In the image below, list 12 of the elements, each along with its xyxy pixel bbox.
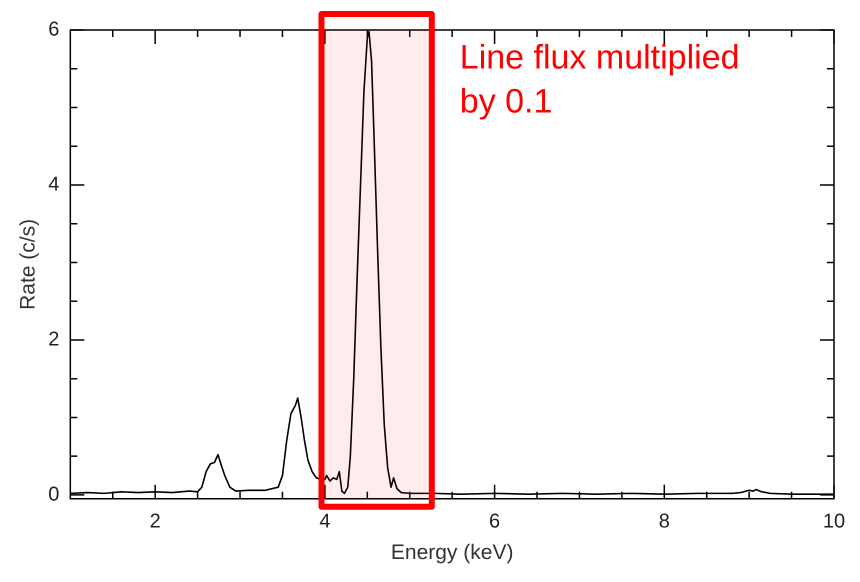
x-tick-label: 4 bbox=[319, 510, 330, 532]
y-tick-label: 2 bbox=[48, 328, 60, 350]
x-axis-title: Energy (keV) bbox=[390, 541, 514, 564]
y-tick-label: 0 bbox=[48, 483, 60, 506]
x-tick-label: 10 bbox=[822, 510, 846, 532]
y-axis-title: Rate (c/s) bbox=[16, 218, 40, 310]
x-tick-label: 8 bbox=[658, 510, 670, 532]
x-tick-label: 2 bbox=[150, 510, 161, 532]
band-label: Line flux multiplied by 0.1 bbox=[460, 38, 740, 120]
x-tick-label: 6 bbox=[489, 510, 500, 532]
y-tick-label: 4 bbox=[48, 173, 60, 196]
y-tick-label: 6 bbox=[48, 18, 60, 41]
